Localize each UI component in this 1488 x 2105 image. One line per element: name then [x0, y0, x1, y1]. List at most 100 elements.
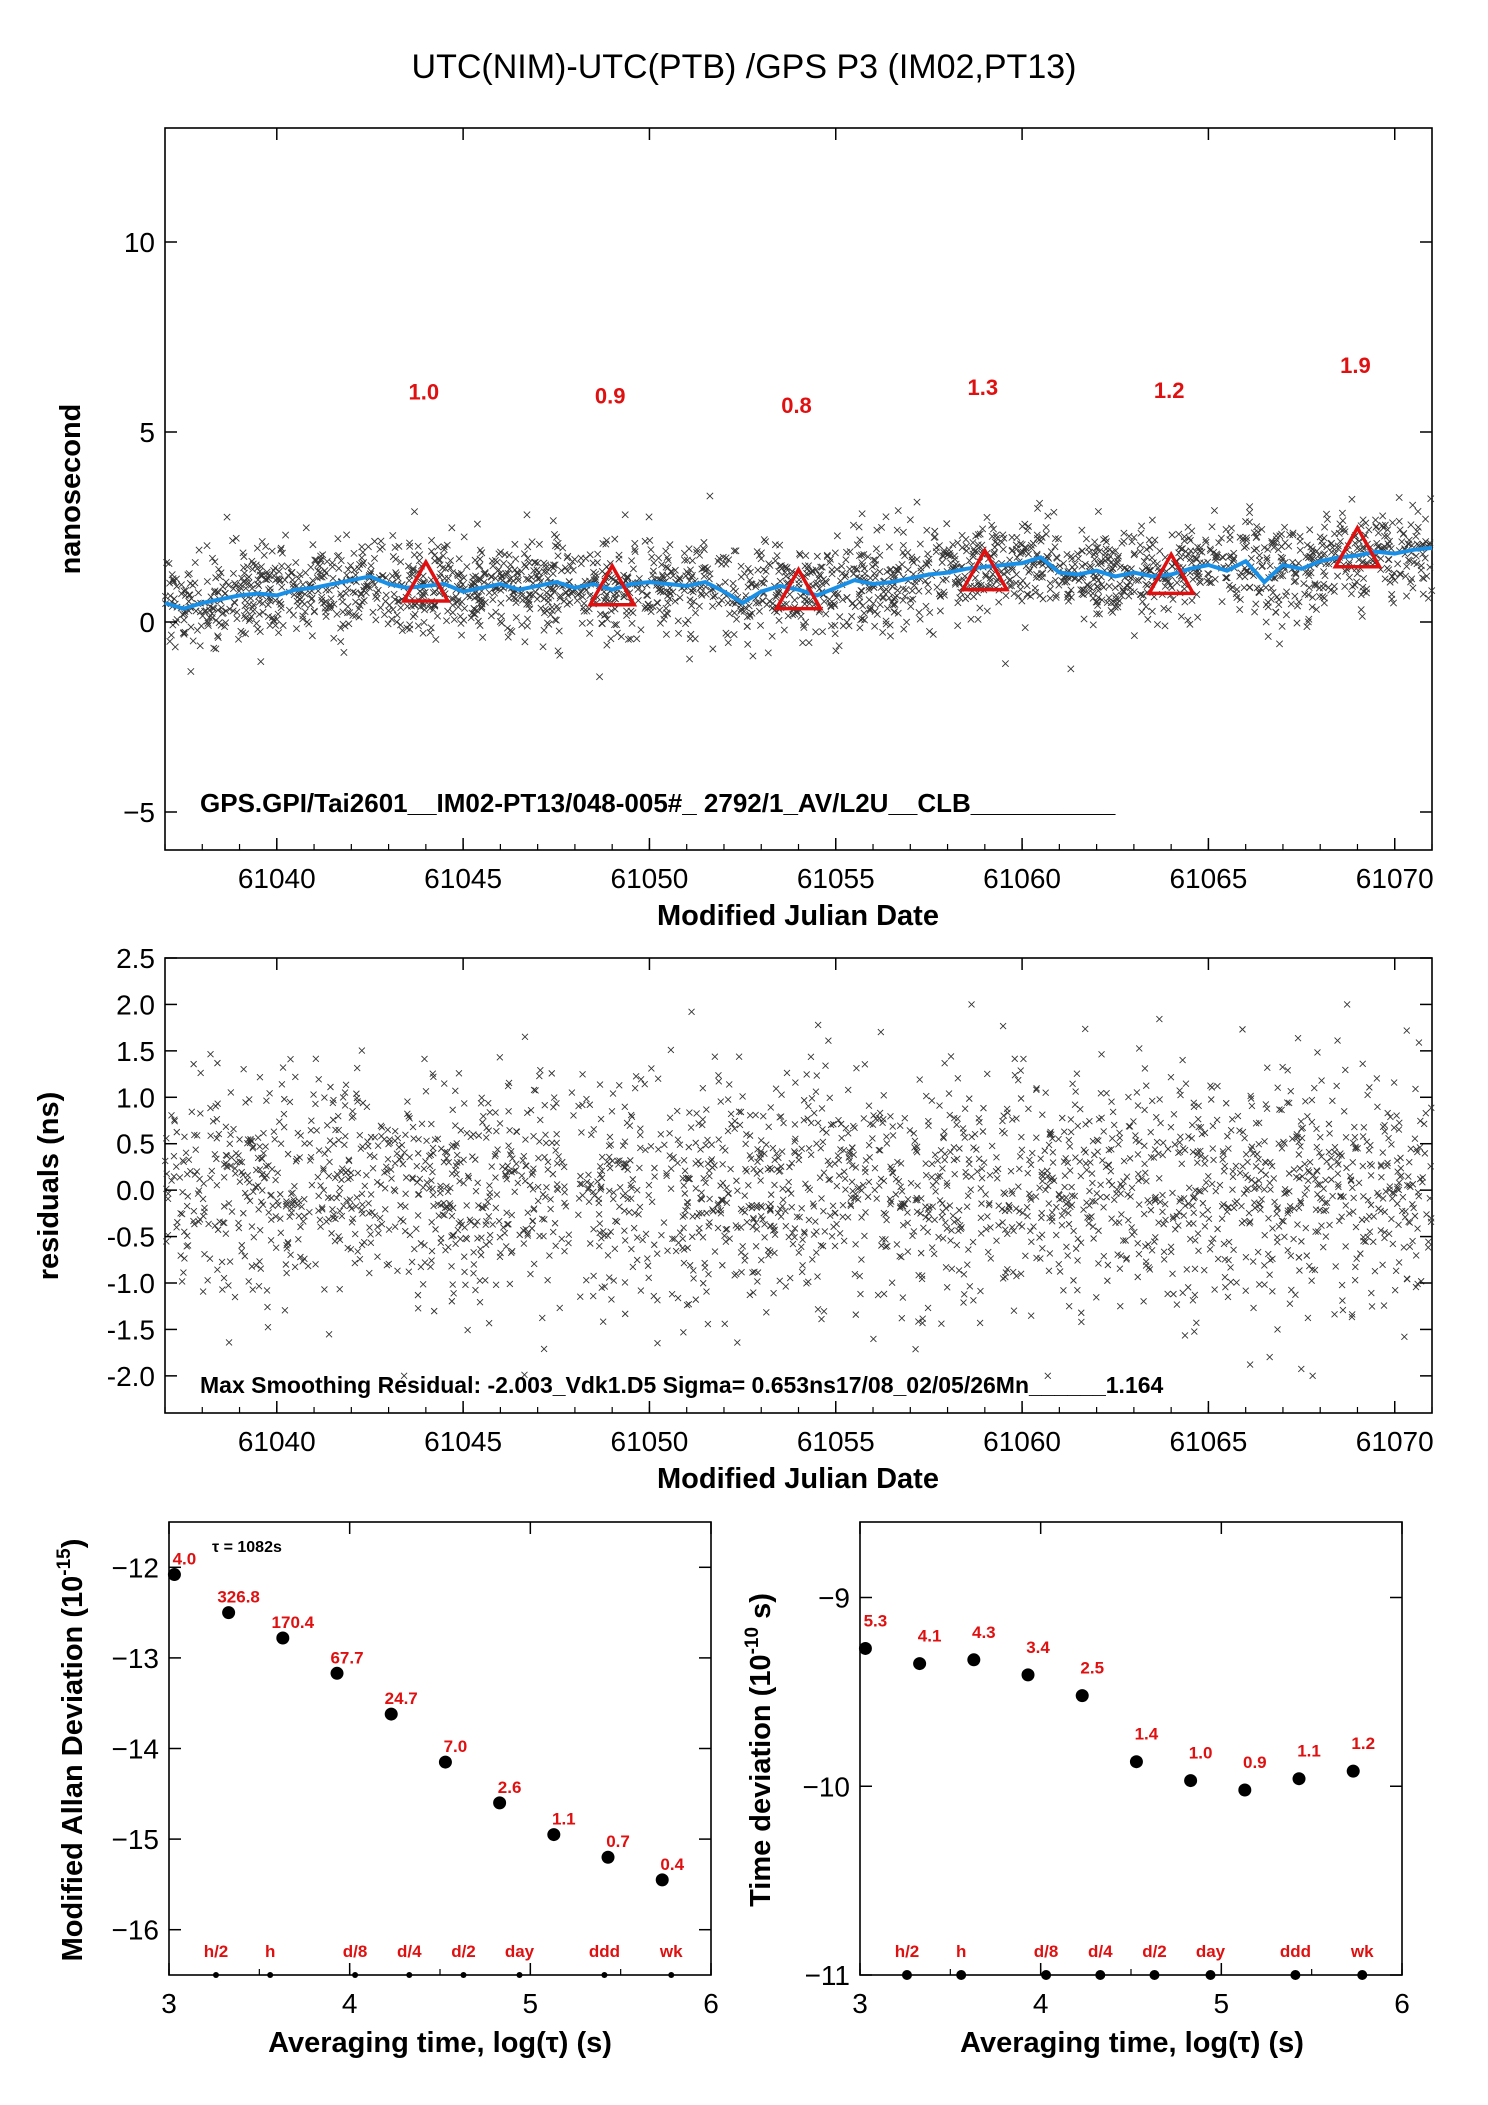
residual-point [1024, 1212, 1031, 1220]
residual-point [376, 1214, 384, 1222]
x-tick-label: 61050 [611, 863, 689, 894]
data-point [1294, 559, 1303, 567]
residual-point [529, 1185, 537, 1193]
residual-point [1255, 1140, 1263, 1148]
data-point [1427, 495, 1435, 503]
residual-point [887, 1113, 894, 1120]
residual-point [931, 1151, 939, 1159]
data-point [1383, 564, 1391, 572]
data-point [229, 607, 237, 615]
data-point [876, 568, 884, 576]
data-point [849, 599, 857, 607]
data-point [1389, 519, 1397, 527]
data-point [682, 620, 690, 628]
residual-point [207, 1132, 214, 1140]
residual-point [1221, 1273, 1229, 1281]
residual-point [947, 1053, 955, 1060]
residual-point [938, 1200, 946, 1207]
data-point [1381, 532, 1389, 540]
residual-point [840, 1237, 848, 1245]
residual-point [1195, 1247, 1202, 1255]
data-point [1184, 616, 1192, 624]
data-point [1111, 584, 1119, 592]
data-point [1056, 562, 1064, 570]
residual-point [1397, 1154, 1404, 1162]
residual-point [621, 1207, 628, 1215]
data-point [410, 508, 419, 516]
residual-point [831, 1160, 839, 1167]
data-point [476, 555, 484, 563]
data-point [215, 565, 223, 573]
data-point [662, 547, 670, 555]
residual-point [1302, 1098, 1309, 1105]
data-point [350, 566, 358, 574]
data-point [204, 619, 212, 627]
residual-point [1038, 1231, 1046, 1239]
data-point [693, 546, 701, 554]
residual-point [673, 1107, 681, 1115]
residual-point [844, 1130, 852, 1137]
residual-point [880, 1091, 888, 1099]
residual-point [955, 1267, 963, 1274]
residual-point [943, 1283, 951, 1291]
data-point [733, 615, 741, 623]
residual-point [1349, 1158, 1357, 1166]
residual-point [514, 1179, 522, 1187]
residual-point [467, 1218, 475, 1226]
data-point [187, 667, 195, 676]
data-point [379, 571, 387, 579]
residual-point [1118, 1211, 1125, 1218]
data-point [1276, 640, 1284, 648]
data-point [552, 616, 560, 624]
residual-point [304, 1262, 312, 1270]
data-point [764, 649, 772, 657]
residual-point [496, 1233, 504, 1241]
data-point [526, 605, 534, 613]
data-point [487, 572, 495, 580]
residual-point [265, 1209, 273, 1216]
data-point [1083, 581, 1091, 589]
residual-point [705, 1167, 713, 1174]
data-point [894, 507, 902, 515]
residual-point [953, 1121, 960, 1129]
residual-point [523, 1109, 531, 1117]
x-tick-label: 61040 [238, 863, 316, 894]
residual-point [595, 1242, 603, 1250]
data-point [329, 574, 337, 582]
data-point [688, 602, 696, 610]
data-point [1012, 545, 1020, 553]
residual-point [308, 1117, 315, 1125]
residual-point [1294, 1221, 1301, 1228]
residual-point [354, 1248, 362, 1255]
data-point [389, 532, 397, 540]
residual-point [214, 1226, 222, 1234]
data-point [744, 583, 752, 591]
residual-point [1116, 1265, 1124, 1272]
residual-point [1342, 1202, 1350, 1209]
residual-point [240, 1065, 247, 1073]
data-point [234, 635, 243, 643]
residual-point [1014, 1076, 1022, 1084]
data-point [910, 558, 918, 566]
residual-point [1222, 1099, 1230, 1107]
data-point [922, 602, 930, 610]
data-point [314, 567, 322, 575]
residual-point [1189, 1148, 1197, 1156]
data-point [719, 553, 727, 561]
x-tick-label: 61040 [238, 1426, 316, 1457]
data-point [420, 606, 429, 614]
data-point [994, 540, 1002, 548]
data-point [172, 575, 180, 583]
residual-point [813, 1072, 821, 1079]
residual-point [1025, 1105, 1032, 1113]
residual-point [1393, 1157, 1401, 1164]
residual-point [228, 1208, 236, 1215]
residual-point [608, 1296, 615, 1303]
data-point [1262, 618, 1270, 626]
residual-point [586, 1240, 594, 1247]
residual-point [266, 1090, 273, 1097]
residual-point [798, 1145, 806, 1152]
data-point [1042, 523, 1050, 531]
residual-point [414, 1191, 422, 1198]
data-point [1391, 576, 1399, 584]
